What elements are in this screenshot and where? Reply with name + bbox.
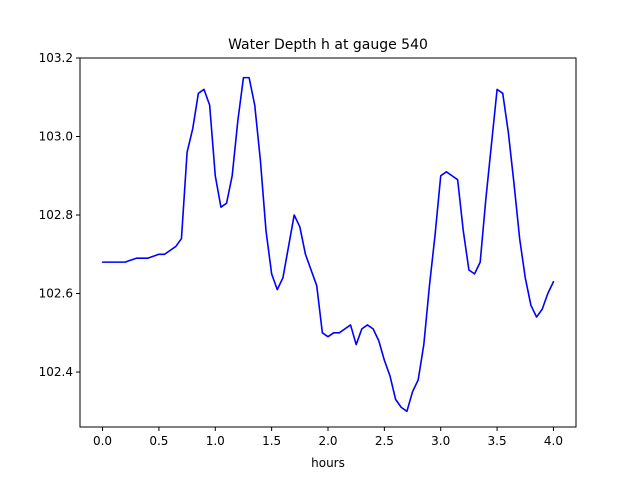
x-tick-label: 0.0 — [93, 434, 112, 448]
plot-area — [79, 57, 577, 428]
x-tick-label: 0.5 — [149, 434, 168, 448]
y-tick-label: 102.6 — [39, 287, 73, 301]
x-tick-label: 3.5 — [488, 434, 507, 448]
x-tick-label: 4.0 — [544, 434, 563, 448]
x-tick-label: 1.5 — [262, 434, 281, 448]
x-tick-label: 1.0 — [206, 434, 225, 448]
y-tick-label: 102.8 — [39, 208, 73, 222]
series-layer — [101, 76, 555, 413]
chart-title: Water Depth h at gauge 540 — [228, 37, 428, 53]
y-tick-label: 103.0 — [39, 130, 73, 144]
x-tick-label: 3.0 — [431, 434, 450, 448]
x-tick-label: 2.0 — [318, 434, 337, 448]
x-tick-label: 2.5 — [375, 434, 394, 448]
series-line-0 — [101, 76, 555, 413]
axis-ticks: 0.0 0.5 1.0 1.5 2.0 2.5 3.0 3.5 4.0 102.4 102.6 102… — [39, 51, 563, 448]
x-axis-label: hours — [311, 456, 345, 470]
y-tick-label: 102.4 — [39, 365, 73, 379]
plot-frame — [79, 57, 577, 428]
y-tick-label: 103.2 — [39, 51, 73, 65]
